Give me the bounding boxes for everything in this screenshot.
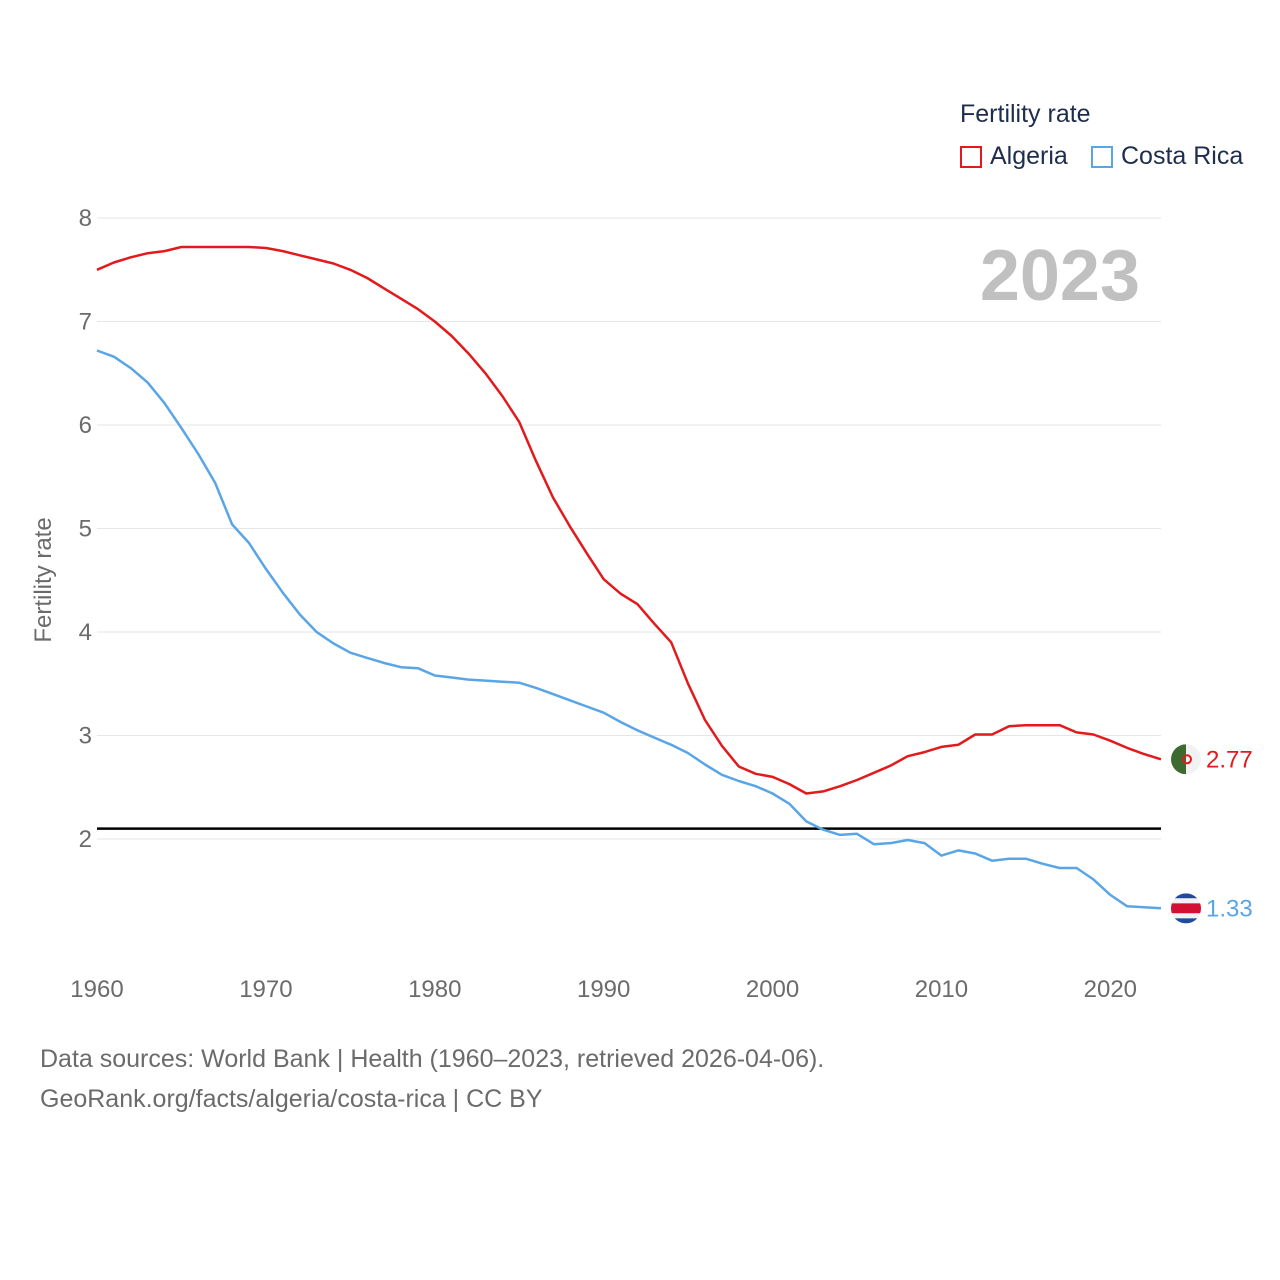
x-tick-label: 2010 (915, 976, 968, 1003)
costa-rica-swatch-icon (1091, 145, 1113, 168)
grid-lines (97, 217, 1161, 840)
x-axis-ticks: 1960 1970 1980 1990 2000 2010 2020 (70, 976, 1137, 1003)
legend-title: Fertility rate (960, 100, 1091, 128)
y-tick-label: 8 (79, 205, 92, 232)
series-line-algeria[interactable] (96, 245, 1162, 795)
y-tick-label: 4 (79, 619, 92, 646)
series-line-costa-rica[interactable] (96, 349, 1162, 910)
x-tick-label: 2000 (746, 976, 799, 1003)
end-value-label-algeria: 2.77 (1206, 746, 1253, 773)
legend-label-algeria: Algeria (990, 142, 1068, 170)
algeria-flag-icon (1171, 744, 1201, 775)
series-layer (96, 245, 1162, 910)
legend-label-costa-rica: Costa Rica (1121, 142, 1244, 170)
x-tick-label: 1990 (577, 976, 630, 1003)
y-axis-label: Fertility rate (30, 517, 57, 642)
y-tick-label: 3 (79, 723, 92, 750)
end-value-label-costa-rica: 1.33 (1206, 895, 1253, 922)
x-tick-label: 2020 (1084, 976, 1137, 1003)
footer-attribution[interactable]: GeoRank.org/facts/algeria/costa-rica | C… (40, 1085, 543, 1113)
x-tick-label: 1970 (239, 976, 292, 1003)
y-tick-label: 7 (79, 309, 92, 336)
legend-item-costa-rica[interactable]: Costa Rica (1091, 142, 1243, 171)
series-endpoints: 2.77 1.33 (1171, 744, 1253, 924)
footer-sources: Data sources: World Bank | Health (1960–… (40, 1045, 825, 1073)
y-axis-ticks: 2 3 4 5 6 7 8 (79, 205, 92, 853)
y-tick-label: 2 (79, 826, 92, 853)
x-tick-label: 1980 (408, 976, 461, 1003)
year-label: 2023 (980, 236, 1140, 316)
y-tick-label: 6 (79, 412, 92, 439)
legend-item-algeria[interactable]: Algeria (960, 142, 1068, 171)
y-tick-label: 5 (79, 516, 92, 543)
costa-rica-flag-icon (1171, 893, 1201, 924)
x-tick-label: 1960 (70, 976, 123, 1003)
algeria-swatch-icon (960, 145, 982, 168)
